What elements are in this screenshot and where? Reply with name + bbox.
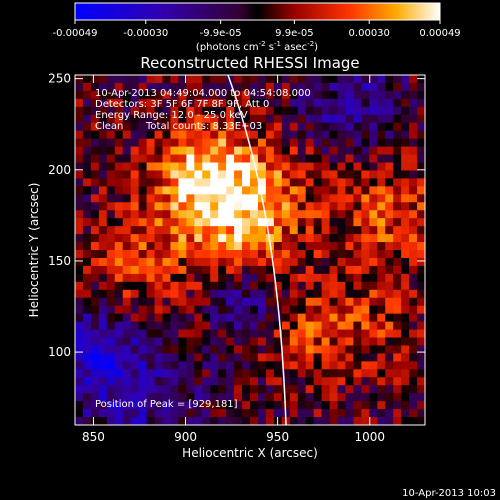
colorbar-tick-label: 9.9e-05 bbox=[275, 28, 313, 39]
y-axis-label: Heliocentric Y (arcsec) bbox=[27, 183, 41, 318]
footer-timestamp: 10-Apr-2013 10:03 bbox=[402, 488, 496, 499]
peak-position-label: Position of Peak = [929,181] bbox=[95, 399, 238, 410]
solar-limb-line bbox=[227, 75, 287, 425]
x-tick-label: 950 bbox=[266, 430, 289, 444]
y-tick-label: 150 bbox=[48, 254, 71, 268]
x-axis-label: Heliocentric X (arcsec) bbox=[182, 446, 318, 460]
time-range-label: 10-Apr-2013 04:49:04.000 to 04:54:08.000 bbox=[95, 88, 311, 99]
colorbar-tick-label: -9.9e-05 bbox=[200, 28, 242, 39]
y-tick-label: 100 bbox=[48, 345, 71, 359]
heatmap-image bbox=[75, 75, 425, 425]
chart-title: Reconstructed RHESSI Image bbox=[140, 54, 359, 72]
colorbar bbox=[74, 2, 441, 21]
colorbar-tick-label: 0.00049 bbox=[419, 28, 460, 39]
x-tick-label: 900 bbox=[174, 430, 197, 444]
colorbar-units: (photons cm-2 s-1 asec-2) bbox=[196, 40, 318, 53]
plot-frame bbox=[74, 74, 426, 426]
colorbar-tick-label: 0.00030 bbox=[349, 28, 390, 39]
clean-label: Clean bbox=[95, 121, 123, 132]
colorbar-tick-label: -0.00049 bbox=[53, 28, 98, 39]
x-tick-label: 850 bbox=[82, 430, 105, 444]
y-tick-label: 200 bbox=[48, 163, 71, 177]
total-counts-label: Total counts: 8.33E+03 bbox=[145, 121, 262, 132]
detectors-label: Detectors: 3F 5F 6F 7F 8F 9F, Att 0 bbox=[95, 99, 269, 110]
energy-range-label: Energy Range: 12.0 - 25.0 keV bbox=[95, 110, 248, 121]
x-tick-label: 1000 bbox=[354, 430, 385, 444]
axis-ticks: 850 900 950 1000 100 150 200 250 bbox=[48, 72, 425, 444]
y-tick-label: 250 bbox=[48, 72, 71, 86]
colorbar-ticks: -0.00049 -0.00030 -9.9e-05 9.9e-05 0.00030 0.… bbox=[53, 20, 461, 39]
colorbar-tick-label: -0.00030 bbox=[123, 28, 168, 39]
